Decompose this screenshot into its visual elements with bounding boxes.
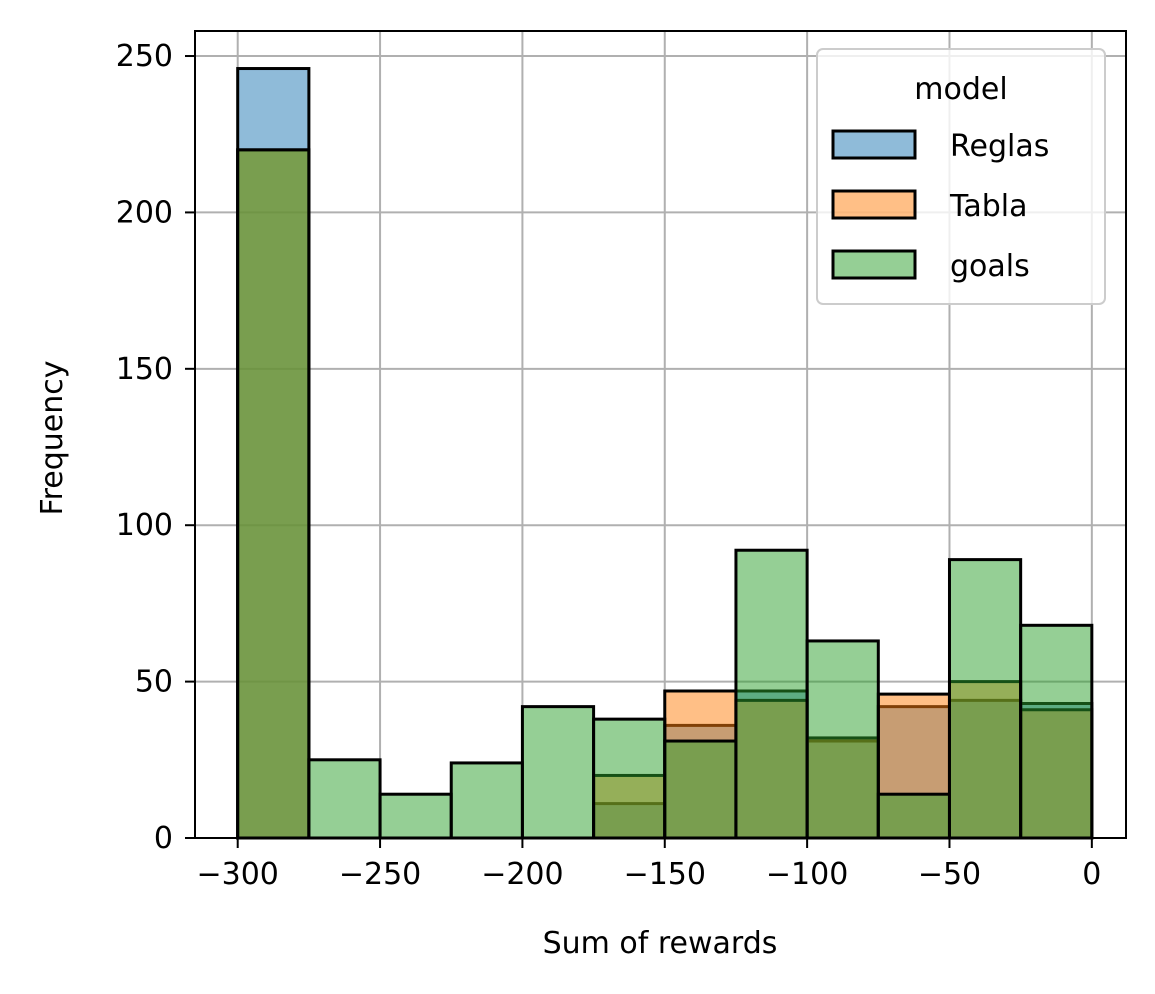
legend: model Reglas Tabla goals xyxy=(816,48,1106,305)
y-axis-label: Frequency xyxy=(35,361,70,516)
y-tick-label: 50 xyxy=(135,665,173,700)
legend-label: Tabla xyxy=(949,189,1028,224)
y-tick-label: 0 xyxy=(154,821,173,856)
bar-goals xyxy=(449,761,524,840)
bar-goals xyxy=(592,717,667,840)
legend-frame xyxy=(816,48,1106,305)
x-tick-label: −100 xyxy=(766,857,848,892)
bar-goals xyxy=(663,739,738,840)
plot-frame xyxy=(194,30,1127,839)
y-tick-label: 250 xyxy=(116,39,173,74)
bar-goals xyxy=(378,792,453,840)
x-tick-label: −200 xyxy=(481,857,563,892)
y-tick-label: 150 xyxy=(116,352,173,387)
bar-goals xyxy=(947,558,1023,840)
bar-goals xyxy=(520,705,596,840)
legend-swatch-goals xyxy=(831,249,917,280)
bar-goals xyxy=(307,758,382,840)
y-tick-label: 100 xyxy=(116,508,173,543)
legend-swatch-reglas xyxy=(831,129,917,160)
bar-goals xyxy=(1019,623,1094,840)
x-tick-label: −300 xyxy=(197,857,279,892)
x-tick-label: −50 xyxy=(918,857,981,892)
x-tick-label: 0 xyxy=(1082,857,1101,892)
bar-goals xyxy=(236,148,311,840)
bar-goals xyxy=(734,548,809,840)
legend-title: model xyxy=(914,72,1007,107)
y-tick-label: 200 xyxy=(116,195,173,230)
bars xyxy=(236,67,1094,840)
bar-goals xyxy=(805,639,880,840)
legend-label: Reglas xyxy=(950,129,1049,164)
ticks: −300 −250 −200 −150 −100 −50 0 0 50 100 150 200 250 xyxy=(116,39,1102,892)
bar-goals xyxy=(876,792,951,840)
legend-swatch-tabla xyxy=(831,189,917,220)
x-tick-label: −150 xyxy=(624,857,706,892)
legend-label: goals xyxy=(950,249,1030,284)
x-axis-label: Sum of rewards xyxy=(543,926,778,961)
x-tick-label: −250 xyxy=(339,857,421,892)
